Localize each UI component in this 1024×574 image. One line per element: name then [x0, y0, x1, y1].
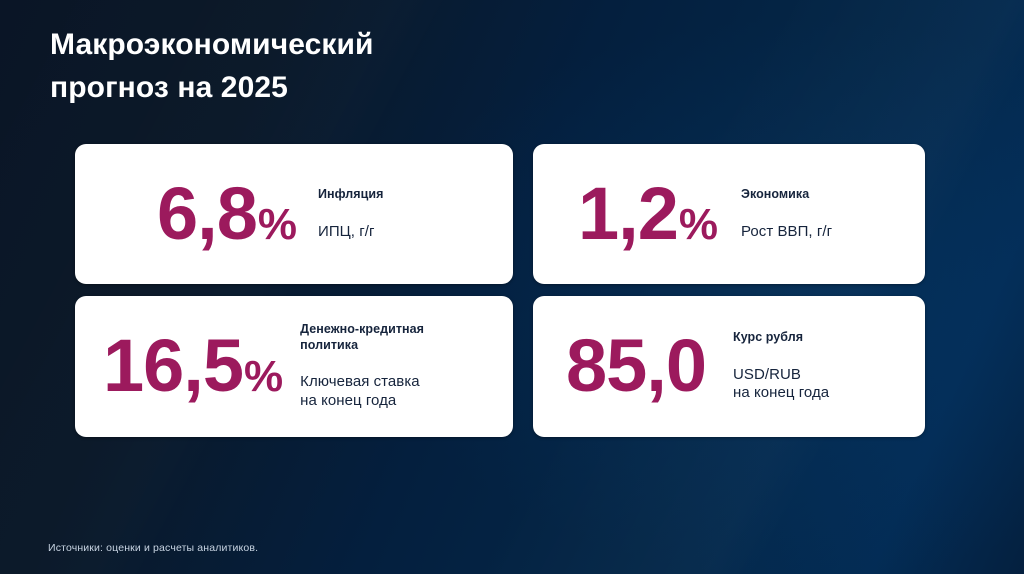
- metric-card-content: 16,5 % Денежно-кредитная политика Ключев…: [75, 302, 513, 432]
- metric-card-economy[interactable]: 1,2 % Экономика Рост ВВП, г/г: [533, 144, 925, 284]
- metric-label-detail: USD/RUB на конец года: [733, 365, 830, 402]
- source-note: Источники: оценки и расчеты аналитиков.: [48, 542, 259, 554]
- metric-number: 1,2: [578, 171, 679, 255]
- metric-value-key-rate: 16,5 %: [103, 324, 283, 408]
- metric-card-exchange-rate[interactable]: 85,0 Курс рубля USD/RUB на конец года: [533, 296, 925, 437]
- metric-label-heading: Экономика: [741, 186, 810, 201]
- metric-label-exchange-rate: Курс рубля USD/RUB на конец года: [733, 310, 829, 424]
- metric-label-detail: ИПЦ, г/г: [318, 222, 375, 240]
- metric-label-heading: Инфляция: [318, 186, 384, 201]
- metric-number: 85,0: [566, 324, 707, 408]
- metric-label-heading: Денежно-кредитная политика: [300, 321, 424, 352]
- metric-label-economy: Экономика Рост ВВП, г/г: [741, 166, 832, 261]
- metric-number: 6,8: [157, 171, 258, 255]
- metric-card-content: 1,2 % Экономика Рост ВВП, г/г: [533, 166, 925, 261]
- metric-label-heading: Курс рубля: [733, 329, 804, 344]
- metric-value-usd-rub: 85,0: [566, 324, 707, 408]
- percent-sign: %: [257, 199, 297, 249]
- metric-card-inflation[interactable]: 6,8 % Инфляция ИПЦ, г/г: [75, 144, 513, 284]
- percent-sign: %: [244, 352, 283, 402]
- metric-number: 16,5: [103, 324, 244, 408]
- metric-card-grid: 6,8 % Инфляция ИПЦ, г/г 1,2 % Экономика …: [75, 144, 925, 437]
- metric-label-monetary-policy: Денежно-кредитная политика Ключевая став…: [300, 302, 424, 432]
- metric-card-monetary-policy[interactable]: 16,5 % Денежно-кредитная политика Ключев…: [75, 296, 513, 437]
- metric-card-content: 85,0 Курс рубля USD/RUB на конец года: [533, 310, 925, 424]
- metric-label-detail: Рост ВВП, г/г: [741, 222, 833, 240]
- metric-label-inflation: Инфляция ИПЦ, г/г: [318, 166, 383, 261]
- percent-sign: %: [678, 199, 718, 249]
- metric-value-inflation: 6,8 %: [157, 171, 297, 255]
- metric-value-economy: 1,2 %: [578, 171, 718, 255]
- page-title: Макроэкономический прогноз на 2025: [50, 28, 374, 104]
- metric-label-detail: Ключевая ставка на конец года: [300, 373, 420, 410]
- metric-card-content: 6,8 % Инфляция ИПЦ, г/г: [75, 166, 513, 261]
